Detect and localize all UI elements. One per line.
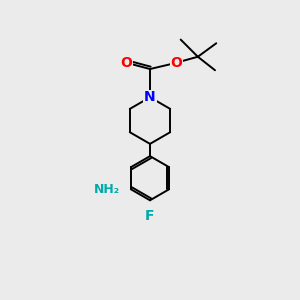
Text: O: O	[170, 56, 182, 70]
Text: N: N	[144, 90, 156, 104]
Text: F: F	[145, 209, 155, 223]
Text: O: O	[120, 56, 132, 70]
Text: NH₂: NH₂	[94, 183, 120, 196]
